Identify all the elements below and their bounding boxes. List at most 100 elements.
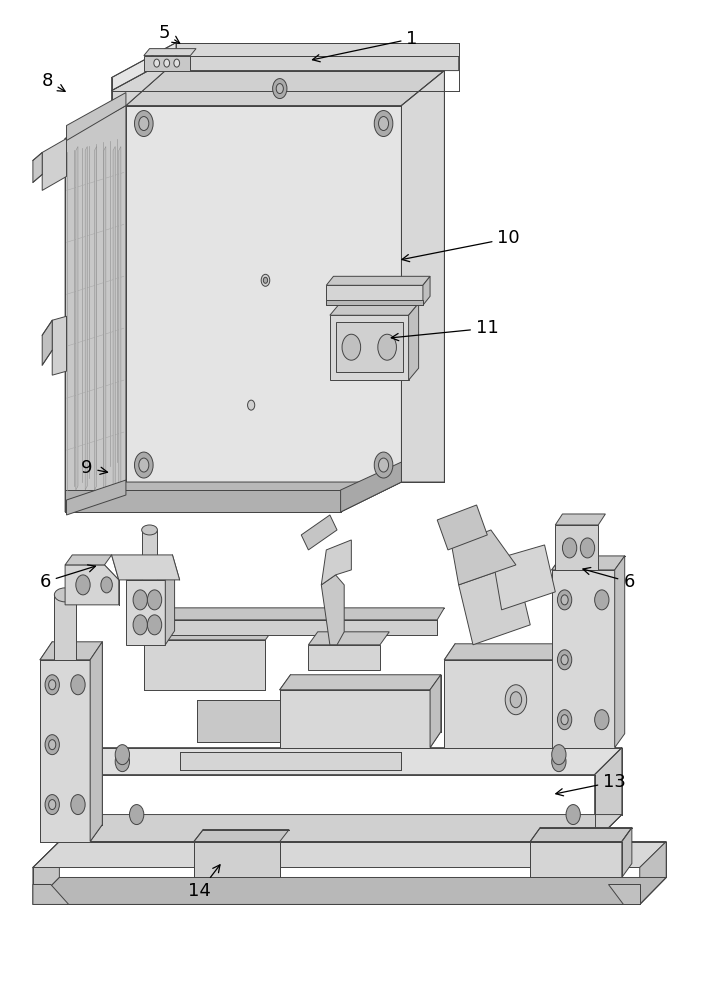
Polygon shape — [144, 640, 265, 690]
Polygon shape — [336, 322, 403, 372]
Circle shape — [148, 590, 162, 610]
Polygon shape — [452, 530, 516, 585]
Polygon shape — [72, 748, 622, 775]
Circle shape — [71, 675, 85, 695]
Polygon shape — [326, 276, 430, 285]
Circle shape — [49, 800, 56, 810]
Circle shape — [561, 655, 568, 665]
Polygon shape — [555, 514, 605, 525]
Polygon shape — [67, 480, 126, 515]
Circle shape — [76, 575, 90, 595]
Polygon shape — [551, 570, 614, 748]
Polygon shape — [430, 675, 441, 748]
Circle shape — [133, 615, 148, 635]
Polygon shape — [402, 71, 445, 482]
Polygon shape — [308, 645, 380, 670]
Polygon shape — [42, 139, 67, 190]
Circle shape — [139, 458, 149, 472]
Polygon shape — [33, 877, 666, 904]
Polygon shape — [531, 842, 622, 877]
Circle shape — [566, 805, 580, 825]
Polygon shape — [33, 884, 69, 904]
Circle shape — [133, 590, 148, 610]
Polygon shape — [144, 608, 445, 620]
Circle shape — [130, 805, 144, 825]
Polygon shape — [280, 675, 441, 690]
Circle shape — [174, 59, 179, 67]
Circle shape — [272, 79, 287, 99]
Polygon shape — [143, 530, 157, 580]
Polygon shape — [330, 315, 409, 380]
Polygon shape — [126, 566, 174, 580]
Polygon shape — [65, 565, 119, 605]
Circle shape — [374, 452, 393, 478]
Polygon shape — [144, 620, 437, 635]
Circle shape — [562, 538, 576, 558]
Circle shape — [101, 577, 113, 593]
Text: 6: 6 — [39, 565, 95, 591]
Text: 6: 6 — [583, 567, 635, 591]
Polygon shape — [423, 276, 430, 305]
Polygon shape — [459, 565, 531, 645]
Polygon shape — [42, 320, 52, 365]
Polygon shape — [119, 146, 121, 490]
Circle shape — [247, 400, 255, 410]
Polygon shape — [197, 700, 308, 742]
Polygon shape — [65, 106, 126, 512]
Polygon shape — [179, 752, 402, 770]
Polygon shape — [326, 285, 423, 305]
Circle shape — [154, 59, 160, 67]
Circle shape — [148, 615, 162, 635]
Text: 10: 10 — [402, 229, 520, 262]
Polygon shape — [176, 43, 459, 56]
Circle shape — [276, 84, 283, 94]
Polygon shape — [33, 842, 666, 867]
Polygon shape — [445, 660, 587, 748]
Polygon shape — [326, 300, 423, 305]
Circle shape — [49, 740, 56, 750]
Polygon shape — [67, 93, 126, 140]
Circle shape — [594, 710, 609, 730]
Polygon shape — [194, 830, 289, 842]
Polygon shape — [95, 146, 97, 490]
Circle shape — [511, 692, 522, 708]
Polygon shape — [321, 575, 344, 645]
Polygon shape — [65, 490, 341, 512]
Polygon shape — [72, 748, 100, 842]
Polygon shape — [144, 49, 196, 56]
Polygon shape — [40, 660, 90, 842]
Polygon shape — [72, 815, 622, 842]
Circle shape — [115, 752, 130, 772]
Circle shape — [374, 111, 393, 137]
Polygon shape — [301, 515, 337, 550]
Text: 9: 9 — [81, 459, 108, 477]
Polygon shape — [65, 555, 112, 565]
Ellipse shape — [54, 588, 76, 602]
Polygon shape — [52, 316, 67, 375]
Polygon shape — [531, 828, 632, 842]
Circle shape — [505, 685, 527, 715]
Polygon shape — [33, 842, 60, 904]
Circle shape — [49, 680, 56, 690]
Polygon shape — [280, 690, 430, 748]
Polygon shape — [194, 842, 280, 877]
Polygon shape — [54, 595, 76, 660]
Circle shape — [561, 715, 568, 725]
Circle shape — [45, 795, 60, 815]
Text: 1: 1 — [313, 30, 418, 62]
Polygon shape — [330, 303, 419, 315]
Circle shape — [135, 111, 153, 137]
Circle shape — [557, 710, 571, 730]
Circle shape — [378, 334, 397, 360]
Polygon shape — [112, 43, 176, 91]
Polygon shape — [126, 71, 445, 106]
Polygon shape — [493, 545, 555, 610]
Circle shape — [115, 745, 130, 765]
Circle shape — [551, 745, 566, 765]
Polygon shape — [144, 56, 190, 71]
Circle shape — [164, 59, 170, 67]
Polygon shape — [104, 146, 106, 490]
Text: 13: 13 — [556, 773, 626, 796]
Polygon shape — [85, 146, 87, 490]
Circle shape — [263, 277, 267, 283]
